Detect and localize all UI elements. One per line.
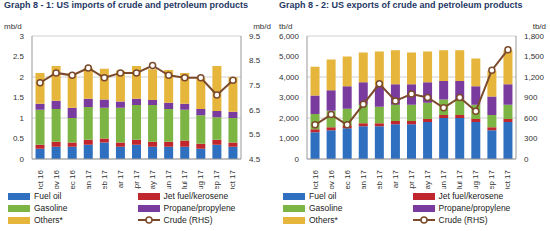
svg-text:Aug 17: Aug 17	[471, 169, 480, 189]
svg-text:0: 0	[295, 155, 300, 164]
svg-text:Feb 17: Feb 17	[100, 169, 109, 189]
svg-text:Oct 16: Oct 16	[311, 169, 320, 189]
svg-text:1,000: 1,000	[279, 134, 300, 143]
svg-text:1,800: 1,800	[524, 32, 542, 41]
svg-text:3,000: 3,000	[279, 93, 300, 102]
svg-text:600: 600	[524, 114, 538, 123]
svg-text:4.5: 4.5	[249, 155, 261, 164]
svg-text:6,000: 6,000	[279, 32, 300, 41]
svg-text:Feb 17: Feb 17	[375, 169, 384, 189]
svg-text:2,000: 2,000	[279, 114, 300, 123]
html-text:mb/d: mb/d	[4, 22, 22, 31]
svg-text:Jul 17: Jul 17	[180, 169, 189, 189]
html-text:Graph 8 - 2: US exports of cru: Graph 8 - 2: US exports of crude and pet…	[279, 0, 523, 10]
svg-text:3: 3	[20, 32, 25, 41]
svg-text:Apr 17: Apr 17	[132, 169, 141, 189]
svg-text:2: 2	[20, 73, 25, 82]
svg-text:Jul 17: Jul 17	[455, 169, 464, 189]
svg-text:1,200: 1,200	[524, 73, 542, 82]
html-text:Propane/propylene: Propane/propylene	[438, 203, 511, 213]
svg-text:Oct 16: Oct 16	[36, 169, 45, 189]
html-text:Others*: Others*	[309, 215, 338, 225]
svg-text:Jun 17: Jun 17	[439, 169, 448, 189]
svg-text:Dec 16: Dec 16	[343, 169, 352, 189]
svg-text:Oct 17: Oct 17	[228, 169, 237, 189]
html-text:Others*: Others*	[34, 215, 63, 225]
svg-text:Sep 17: Sep 17	[212, 169, 221, 189]
svg-text:1: 1	[20, 114, 25, 123]
html-text:Jet fuel/kerosene: Jet fuel/kerosene	[438, 191, 504, 201]
html-text:Crude (RHS): Crude (RHS)	[163, 215, 213, 225]
svg-text:900: 900	[524, 93, 538, 102]
svg-text:5,000: 5,000	[279, 52, 300, 61]
html-text:Fuel oil: Fuel oil	[34, 191, 62, 201]
svg-text:Nov 16: Nov 16	[327, 169, 336, 189]
svg-text:0: 0	[20, 155, 25, 164]
svg-text:May 17: May 17	[148, 169, 157, 189]
svg-text:8.5: 8.5	[249, 56, 261, 65]
html-text:Propane/propylene: Propane/propylene	[163, 203, 236, 213]
html-text:Crude (RHS): Crude (RHS)	[438, 215, 488, 225]
svg-text:Dec 16: Dec 16	[68, 169, 77, 189]
html-text:Gasoline: Gasoline	[34, 203, 68, 213]
svg-text:Jun 17: Jun 17	[164, 169, 173, 189]
html-text:tb/d: tb/d	[532, 22, 546, 31]
svg-text:5.5: 5.5	[249, 130, 261, 139]
svg-text:1.5: 1.5	[13, 93, 25, 102]
svg-text:6.5: 6.5	[249, 106, 261, 115]
svg-text:1,500: 1,500	[524, 52, 542, 61]
html-text:tb/d: tb/d	[279, 22, 293, 31]
svg-text:0: 0	[524, 155, 529, 164]
svg-text:300: 300	[524, 134, 538, 143]
html-text:Graph 8 - 1: US imports of cru: Graph 8 - 1: US imports of crude and pet…	[4, 0, 248, 10]
html-text:mb/d: mb/d	[253, 22, 271, 31]
svg-text:Apr 17: Apr 17	[407, 169, 416, 189]
svg-text:7.5: 7.5	[249, 81, 261, 90]
html-text:Gasoline: Gasoline	[309, 203, 343, 213]
svg-text:9.5: 9.5	[249, 32, 261, 41]
svg-text:Nov 16: Nov 16	[52, 169, 61, 189]
svg-text:Aug 17: Aug 17	[196, 169, 205, 189]
svg-text:4,000: 4,000	[279, 73, 300, 82]
html-text:Fuel oil: Fuel oil	[309, 191, 337, 201]
svg-text:Mar 17: Mar 17	[391, 169, 400, 189]
svg-text:Oct 17: Oct 17	[503, 169, 512, 189]
html-text:Jet fuel/kerosene: Jet fuel/kerosene	[163, 191, 229, 201]
svg-text:May 17: May 17	[423, 169, 432, 189]
svg-text:2.5: 2.5	[13, 52, 25, 61]
svg-text:Mar 17: Mar 17	[116, 169, 125, 189]
svg-text:0.5: 0.5	[13, 134, 25, 143]
svg-text:Jan 17: Jan 17	[359, 169, 368, 189]
svg-text:Jan 17: Jan 17	[84, 169, 93, 189]
svg-text:Sep 17: Sep 17	[487, 169, 496, 189]
